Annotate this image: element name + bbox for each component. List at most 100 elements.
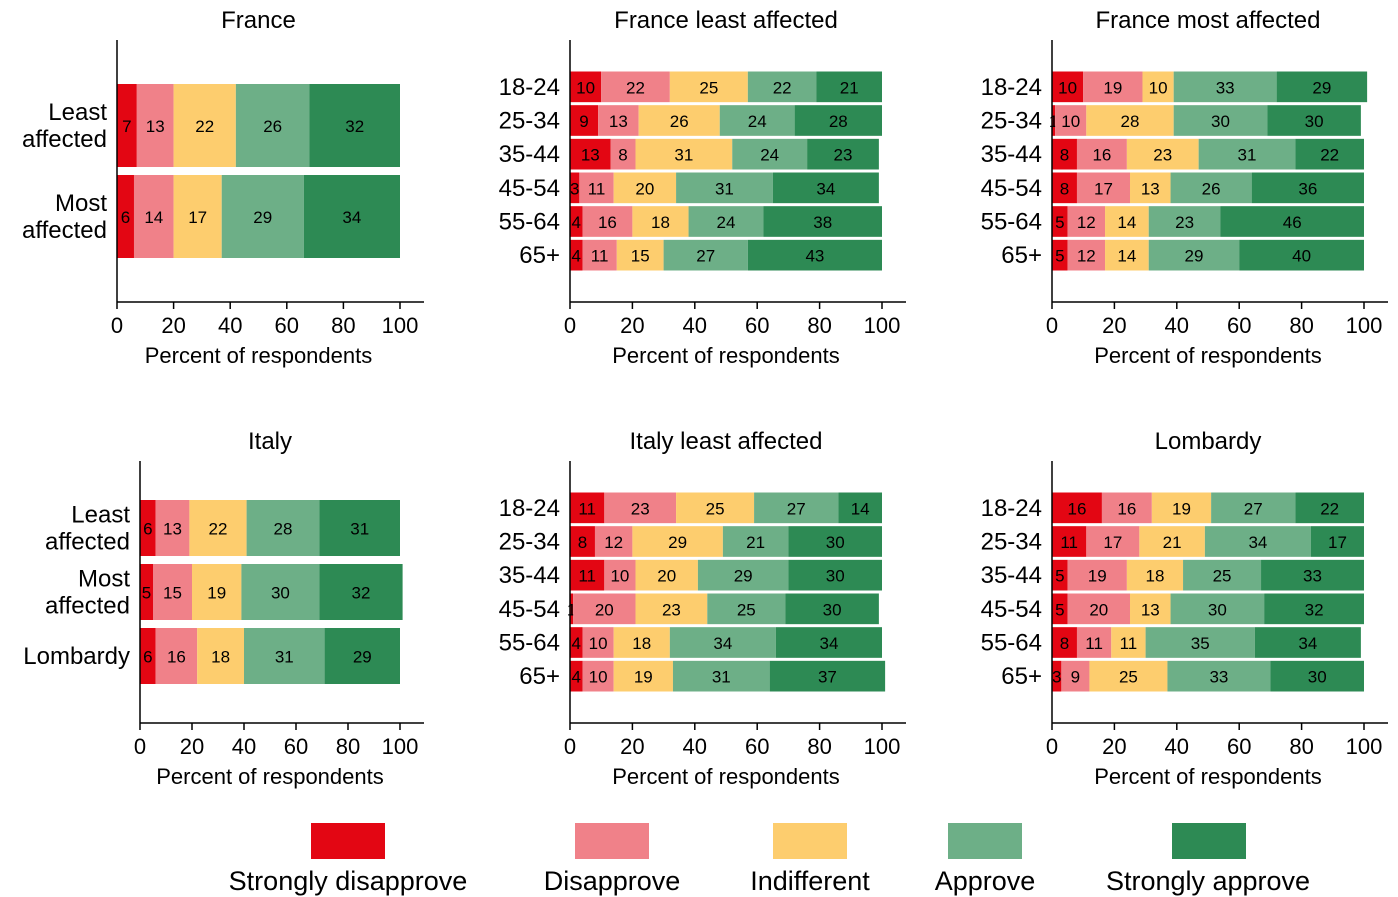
bar-value-label: 30 bbox=[823, 600, 842, 619]
bar-segment bbox=[1170, 593, 1265, 625]
bar-value-label: 14 bbox=[1117, 247, 1136, 266]
bar-value-label: 9 bbox=[1071, 668, 1080, 687]
category-label: 18-24 bbox=[499, 74, 560, 101]
category-label: affected bbox=[45, 529, 130, 556]
bar-value-label: 20 bbox=[635, 179, 654, 198]
bar-segment bbox=[582, 660, 614, 692]
bar-value-label: 23 bbox=[631, 499, 650, 518]
bar-segment bbox=[747, 71, 817, 103]
bar-segment bbox=[785, 593, 879, 625]
category-label: 25-34 bbox=[981, 529, 1042, 556]
bar-segment bbox=[1052, 660, 1062, 692]
bar-segment bbox=[173, 175, 222, 258]
bar-value-label: 46 bbox=[1283, 213, 1302, 232]
bar-value-label: 5 bbox=[1055, 600, 1064, 619]
category-label: Most bbox=[78, 566, 130, 593]
bar-value-label: 23 bbox=[1175, 213, 1194, 232]
bar-value-label: 26 bbox=[1202, 179, 1221, 198]
bar-value-label: 13 bbox=[163, 520, 182, 539]
bar-segment bbox=[1142, 71, 1174, 103]
x-tick-label: 60 bbox=[745, 313, 769, 338]
bar-value-label: 25 bbox=[1213, 567, 1232, 586]
bar-value-label: 23 bbox=[1153, 146, 1172, 165]
bar-value-label: 29 bbox=[734, 567, 753, 586]
bar-segment bbox=[775, 627, 882, 658]
category-label: 45-54 bbox=[499, 596, 560, 623]
category-label: 25-34 bbox=[499, 108, 560, 135]
x-tick-label: 60 bbox=[275, 313, 299, 338]
bar-value-label: 30 bbox=[826, 533, 845, 552]
bar-segment bbox=[663, 239, 748, 271]
bar-value-label: 36 bbox=[1298, 179, 1317, 198]
bar-segment bbox=[570, 71, 602, 103]
bar-segment bbox=[570, 138, 611, 170]
bar-value-label: 5 bbox=[1055, 213, 1064, 232]
bar-value-label: 19 bbox=[634, 668, 653, 687]
bar-segment bbox=[1101, 492, 1152, 524]
x-tick-label: 0 bbox=[1046, 734, 1058, 759]
bar-segment bbox=[1052, 71, 1084, 103]
bar-segment bbox=[604, 559, 636, 591]
bar-segment bbox=[303, 175, 400, 258]
bar-segment bbox=[1067, 206, 1106, 237]
bar-segment bbox=[1198, 138, 1296, 170]
bar-value-label: 23 bbox=[834, 146, 853, 165]
panel-title: France bbox=[221, 7, 296, 34]
bar-value-label: 16 bbox=[1117, 499, 1136, 518]
bar-value-label: 8 bbox=[618, 146, 627, 165]
bar-segment bbox=[747, 239, 882, 271]
bar-segment bbox=[794, 105, 882, 136]
bar-segment bbox=[140, 500, 156, 556]
bar-segment bbox=[598, 105, 639, 136]
bar-segment bbox=[1126, 559, 1184, 591]
bar-segment bbox=[570, 660, 583, 692]
bar-value-label: 32 bbox=[1305, 600, 1324, 619]
bar-segment bbox=[1173, 71, 1277, 103]
bar-segment bbox=[1261, 559, 1364, 591]
bar-segment bbox=[570, 206, 583, 237]
category-label: 18-24 bbox=[499, 495, 560, 522]
bar-segment bbox=[838, 492, 882, 524]
bar-segment bbox=[319, 564, 403, 620]
x-tick-label: 40 bbox=[232, 734, 256, 759]
bar-value-label: 26 bbox=[263, 117, 282, 136]
bar-segment bbox=[570, 239, 583, 271]
bar-segment bbox=[610, 138, 636, 170]
bar-value-label: 27 bbox=[787, 499, 806, 518]
bar-value-label: 20 bbox=[1089, 600, 1108, 619]
bar-segment bbox=[807, 138, 879, 170]
bar-value-label: 3 bbox=[570, 179, 579, 198]
bar-value-label: 6 bbox=[121, 208, 130, 227]
bar-value-label: 34 bbox=[1248, 533, 1267, 552]
category-label: 45-54 bbox=[499, 175, 560, 202]
bar-value-label: 24 bbox=[760, 146, 779, 165]
bar-value-label: 27 bbox=[696, 247, 715, 266]
legend-label: Strongly disapprove bbox=[229, 866, 468, 896]
x-tick-label: 20 bbox=[1102, 734, 1126, 759]
bar-segment bbox=[1105, 206, 1149, 237]
x-tick-label: 80 bbox=[1289, 313, 1313, 338]
bar-segment bbox=[1052, 105, 1056, 136]
bar-segment bbox=[601, 71, 670, 103]
bar-value-label: 20 bbox=[595, 600, 614, 619]
bar-value-label: 34 bbox=[342, 208, 361, 227]
bar-segment bbox=[1067, 559, 1127, 591]
bar-segment bbox=[1310, 526, 1364, 557]
bar-value-label: 10 bbox=[1061, 112, 1080, 131]
bar-value-label: 12 bbox=[1077, 213, 1096, 232]
category-label: 55-64 bbox=[499, 630, 560, 657]
bar-value-label: 4 bbox=[572, 668, 581, 687]
bar-value-label: 8 bbox=[578, 533, 587, 552]
bar-value-label: 10 bbox=[610, 567, 629, 586]
category-label: 45-54 bbox=[981, 596, 1042, 623]
bar-value-label: 17 bbox=[188, 208, 207, 227]
bar-value-label: 31 bbox=[1238, 146, 1257, 165]
bar-value-label: 22 bbox=[626, 78, 645, 97]
bar-value-label: 1 bbox=[1049, 112, 1058, 131]
bar-value-label: 28 bbox=[829, 112, 848, 131]
bar-segment bbox=[570, 627, 583, 658]
bar-segment bbox=[788, 559, 882, 591]
bar-segment bbox=[1083, 71, 1143, 103]
x-tick-label: 40 bbox=[683, 313, 707, 338]
